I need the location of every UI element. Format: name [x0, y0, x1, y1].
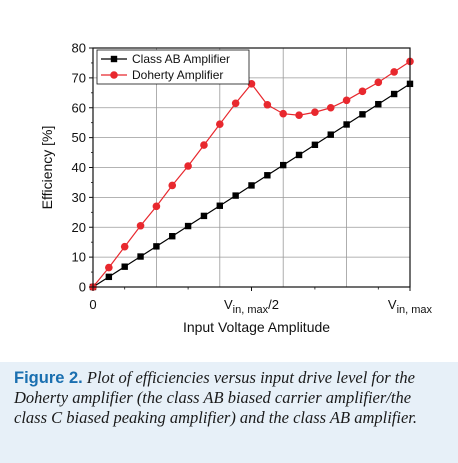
legend-box	[96, 49, 250, 85]
x-tick-label: 0	[89, 297, 96, 312]
class-ab-data-point	[390, 90, 398, 98]
class-ab-data-point	[184, 222, 192, 230]
doherty-data-point	[263, 100, 272, 109]
class-ab-data-point	[232, 192, 239, 199]
doherty-data-point	[326, 103, 335, 112]
y-tick-label: 40	[72, 160, 86, 175]
class-ab-data-point	[295, 151, 303, 159]
figure-caption-text: Plot of efficiencies versus input drive …	[14, 368, 417, 427]
y-axis: 0 10 20 30 40 50 60 70 80	[72, 41, 93, 295]
x-axis: 0 Vin, max/2 Vin, max	[89, 287, 433, 316]
doherty-series-line	[92, 60, 411, 288]
y-axis-label: Efficiency [%]	[39, 126, 55, 210]
doherty-data-point	[231, 99, 240, 108]
doherty-data-point	[152, 202, 161, 211]
doherty-legend-marker	[110, 71, 118, 79]
doherty-data-point	[358, 87, 367, 96]
y-tick-label: 70	[72, 70, 86, 85]
legend: Class AB Amplifier Doherty Amplifier	[96, 49, 250, 85]
doherty-data-point	[247, 80, 256, 88]
class-ab-data-point	[311, 141, 319, 148]
y-tick-label: 50	[72, 130, 86, 145]
series-layer	[89, 57, 414, 291]
class-ab-data-point	[200, 212, 208, 220]
figure-label: Figure 2.	[14, 369, 83, 387]
class-ab-data-point	[359, 111, 366, 118]
doherty-data-point	[295, 111, 303, 120]
class-ab-data-point	[264, 172, 271, 179]
class-ab-data-point	[105, 273, 113, 281]
class-ab-legend-marker	[110, 55, 118, 63]
doherty-data-point	[200, 141, 208, 149]
x-axis-label: Input Voltage Amplitude	[183, 319, 330, 335]
class-ab-data-point	[375, 100, 382, 108]
x-tick-label: Vin, max	[388, 297, 433, 316]
doherty-data-point	[216, 120, 224, 128]
class-ab-legend-label: Class AB Amplifier	[132, 52, 230, 66]
doherty-data-point	[136, 221, 145, 230]
class-ab-data-point	[137, 253, 144, 260]
doherty-data-point	[120, 242, 129, 251]
y-tick-label: 10	[72, 250, 86, 265]
class-ab-data-point	[153, 243, 160, 250]
x-tick-label: Vin, max/2	[224, 297, 279, 316]
class-ab-data-point	[216, 202, 223, 209]
y-tick-label: 80	[72, 41, 86, 56]
figure-caption: Figure 2. Plot of efficiencies versus in…	[0, 362, 458, 463]
doherty-data-point	[105, 263, 113, 272]
doherty-legend-label: Doherty Amplifier	[132, 68, 223, 82]
y-tick-label: 60	[72, 100, 86, 115]
class-ab-data-point	[169, 233, 176, 240]
doherty-data-point	[184, 162, 192, 170]
doherty-data-point	[279, 109, 288, 118]
y-tick-label: 30	[72, 190, 86, 205]
class-ab-data-point	[248, 182, 255, 189]
doherty-data-point	[342, 96, 351, 105]
class-ab-data-point	[280, 161, 287, 169]
class-ab-data-point	[121, 263, 128, 270]
class-ab-data-point	[327, 131, 334, 138]
doherty-data-point	[374, 78, 383, 87]
efficiency-chart: 0 10 20 30 40 50 60 70 80 0 Vin, max/2 Vin, max Ef…	[39, 41, 433, 336]
doherty-data-point	[168, 181, 177, 190]
y-tick-label: 0	[79, 280, 86, 295]
class-ab-data-point	[343, 121, 350, 128]
y-tick-label: 20	[72, 220, 86, 235]
doherty-data-point	[311, 108, 319, 117]
doherty-data-point	[390, 68, 398, 76]
